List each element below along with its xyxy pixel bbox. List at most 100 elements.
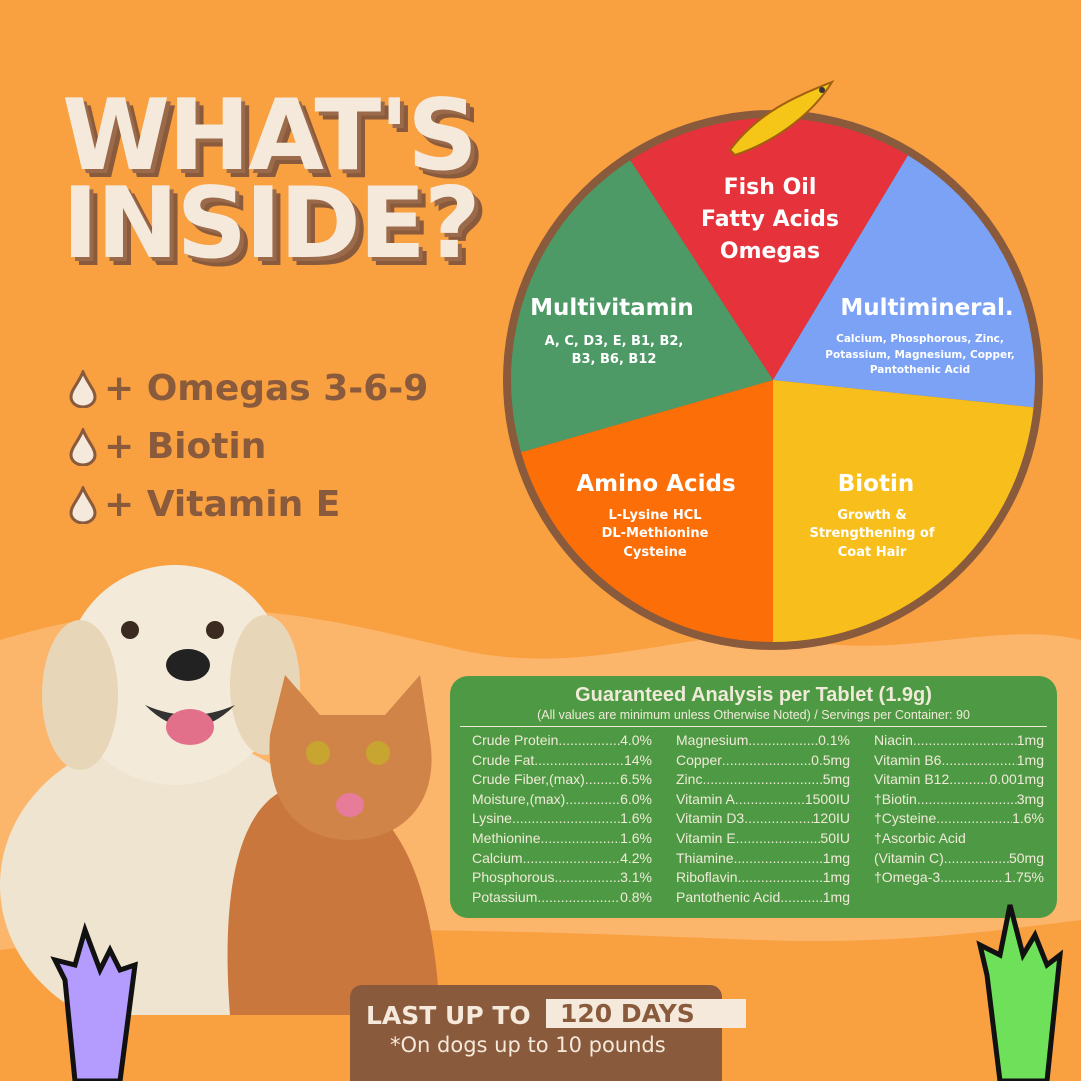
nutrient-name: Potassium [472,888,538,905]
cat-image [227,675,440,1015]
analysis-row: Vitamin A 1500IU [676,790,850,810]
feature-label: + Biotin [104,426,267,467]
duration-banner: LAST UP TO 120 DAYS *On dogs up to 10 po… [350,985,746,1081]
nutrient-value: 0.5mg [811,751,850,768]
leader-dots [913,731,1017,751]
analysis-row: Moisture,(max) 6.0% [472,790,652,810]
feature-label: + Omegas 3-6-9 [104,368,429,409]
analysis-row: Thiamine 1mg [676,849,850,869]
nutrient-value: 0.8% [620,888,652,905]
multivitamin-title: Multivitamin [530,295,694,321]
leader-dots [523,849,621,869]
analysis-row: Vitamin B6 1mg [874,751,1044,771]
analysis-title: Guaranteed Analysis per Tablet (1.9g) [575,684,932,706]
feature-label: + Vitamin E [104,484,341,525]
nutrient-value: 50mg [1008,849,1044,866]
analysis-column-1: Crude Protein 4.0% Crude Fat 14% Crude Fiber… [472,731,652,907]
title-line-2: INSIDE? [62,167,481,281]
analysis-column-3: Niacin 1mg Vitamin B6 1mg Vitamin B12 0.001mg… [874,731,1044,907]
ingredient-wheel: Fish Oil Fatty Acids Omegas Multivitamin… [503,79,1043,650]
multivitamin-detail: A, C, D3, E, B1, B2, [545,334,684,349]
banner-note: *On dogs up to 10 pounds [390,1033,666,1057]
dog-and-cat-photo [0,565,440,1015]
analysis-row: †Cysteine 1.6% [874,809,1044,829]
leader-dots [512,809,620,829]
analysis-row: Vitamin E 50IU [676,829,850,849]
drop-icon [69,485,97,524]
analysis-row: Copper 0.5mg [676,751,850,771]
nutrient-value: 5mg [822,771,850,788]
nutrient-name: Copper [676,751,722,768]
analysis-row: †Biotin 3mg [874,790,1044,810]
analysis-row: Methionine 1.6% [472,829,652,849]
analysis-row: †Ascorbic Acid [874,829,1044,849]
nutrient-name: Vitamin E [676,829,736,846]
leader-dots [736,829,821,849]
nutrient-value: 3mg [1016,790,1044,807]
nutrient-name: Crude Fiber,(max) [472,771,585,788]
nutrient-value: 3.1% [620,869,652,886]
multivitamin-slice [511,160,773,453]
banner-days: 120 DAYS [546,999,746,1028]
analysis-row: Magnesium 0.1% [676,731,850,751]
nutrient-name: Vitamin D3 [676,810,745,827]
analysis-row: Zinc 5mg [676,770,850,790]
feature-biotin: + Biotin [68,426,266,467]
leader-dots [541,829,621,849]
fish-icon [728,79,835,157]
nutrient-name: Crude Protein [472,732,559,748]
nutrient-value: 1.6% [1012,810,1044,827]
leader-dots [565,790,620,810]
analysis-row: (Vitamin C) 50mg [874,849,1044,869]
amino-acids-detail: L-Lysine HCL [608,508,701,523]
nutrient-name: Lysine [472,810,512,827]
amino-acids-detail: Cysteine [623,545,686,560]
leader-dots [949,770,989,790]
analysis-subtitle: (All values are minimum unless Otherwise… [537,708,970,722]
feature-vitamin-e: + Vitamin E [68,484,340,525]
leader-dots [534,751,624,771]
leader-dots [735,790,805,810]
leader-dots [748,731,818,751]
nutrient-name: †Ascorbic Acid [874,829,966,846]
analysis-row: Crude Protein 4.0% [472,731,652,751]
analysis-row: Niacin 1mg [874,731,1044,751]
biotin-detail: Growth & [837,508,906,523]
analysis-row: Potassium 0.8% [472,888,652,908]
leader-dots [585,770,620,790]
analysis-row: Vitamin D3 120IU [676,809,850,829]
banner-prefix: LAST UP TO [366,1001,531,1030]
biotin-slice [773,380,1034,642]
multimineral-slice [773,155,1035,408]
nutrient-name: (Vitamin C) [874,849,944,866]
nutrient-value: 1mg [1016,732,1044,748]
feature-omegas: + Omegas 3-6-9 [68,368,428,409]
nutrient-value: 1500IU [804,790,850,807]
multimineral-detail: Pantothenic Acid [870,364,970,376]
green-plant-icon [976,904,1064,1081]
analysis-row: Vitamin B12 0.001mg [874,770,1044,790]
nutrient-name: Crude Fat [472,751,535,768]
nutrient-value: 6.0% [620,790,652,807]
analysis-row: Lysine 1.6% [472,809,652,829]
nutrient-name: Pantothenic Acid [676,888,781,905]
leader-dots [936,809,1012,829]
analysis-row: Crude Fat 14% [472,751,652,771]
purple-plant-icon [50,922,138,1081]
fish-oil-label: Fatty Acids [701,207,839,232]
multimineral-title: Multimineral. [840,295,1013,321]
guaranteed-analysis-panel: Guaranteed Analysis per Tablet (1.9g) (A… [450,676,1057,918]
nutrient-value: 0.001mg [989,771,1044,788]
drop-icon [69,427,97,466]
leader-dots [734,849,823,869]
fish-oil-label: Fish Oil [724,175,817,200]
fish-oil-label: Omegas [720,239,820,264]
nutrient-name: Phosphorous [472,869,555,886]
leader-dots [555,868,621,888]
nutrient-value: 1mg [822,849,850,866]
nutrient-name: Moisture,(max) [472,790,566,807]
nutrient-name: †Cysteine [874,810,937,827]
nutrient-value: 50IU [820,829,850,846]
analysis-row: Pantothenic Acid 1mg [676,888,850,908]
fish-oil-slice [630,118,908,381]
